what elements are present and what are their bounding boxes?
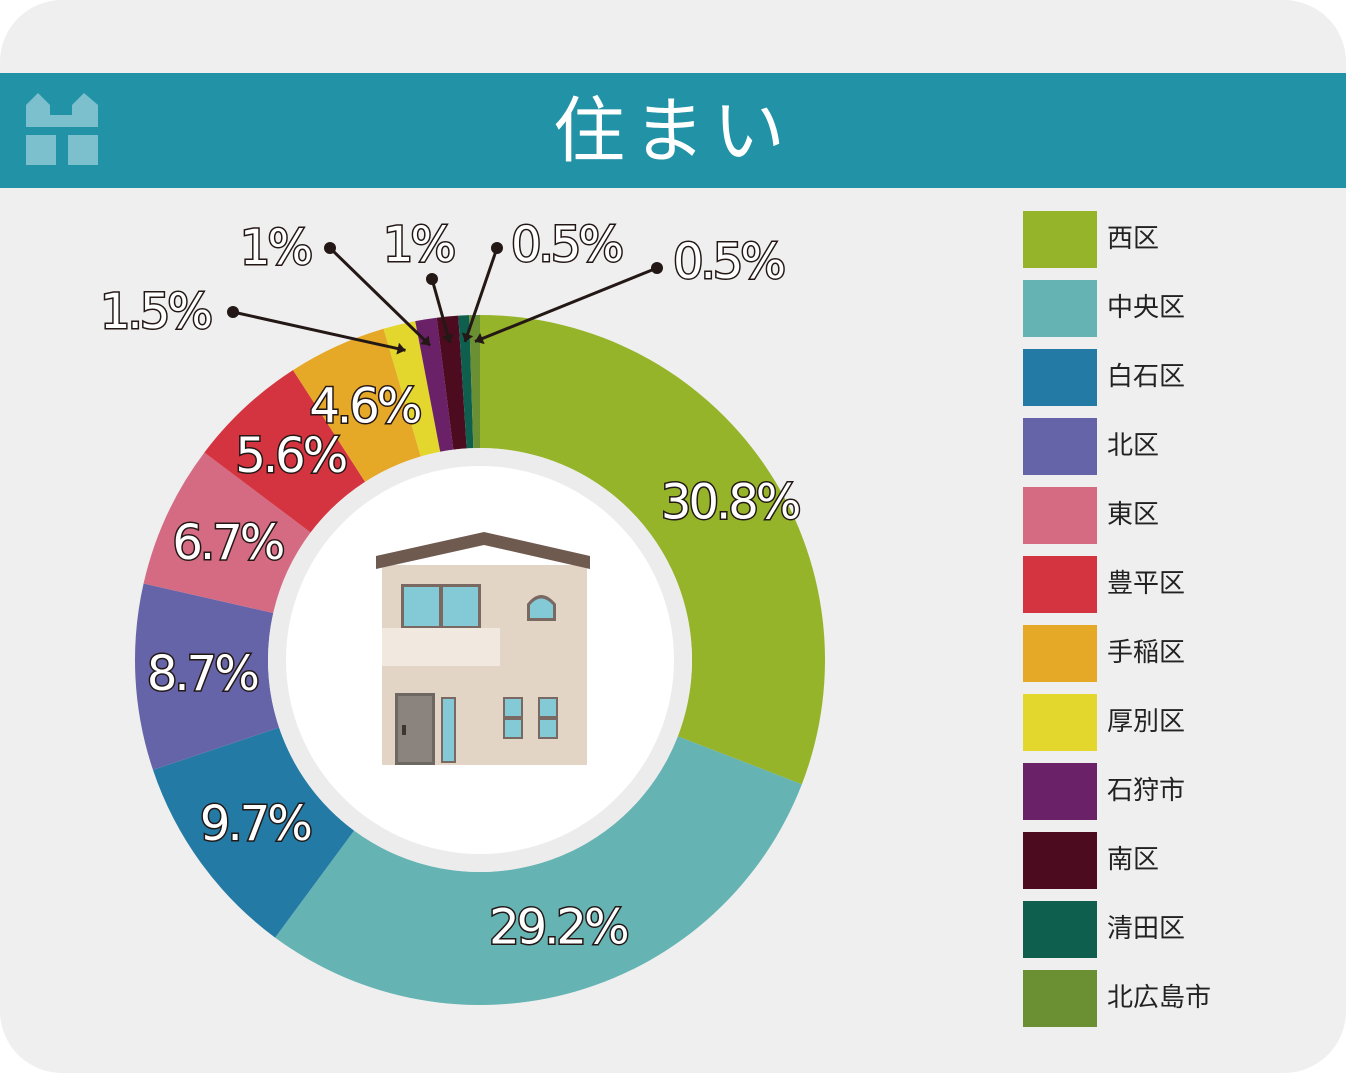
pie-slice-6: [204, 370, 366, 533]
leader-arrow-12: [474, 332, 485, 345]
data-label-2: 29.2%: [489, 899, 627, 955]
leader-line-12: [474, 266, 658, 343]
pie-slice-8: [383, 321, 441, 457]
leader-line-9: [328, 246, 432, 347]
legend-swatch: [1023, 970, 1097, 1027]
legend-swatch: [1023, 763, 1097, 820]
data-label-4: 8.7%: [147, 646, 257, 702]
legend-swatch: [1023, 832, 1097, 889]
leader-dot-12: [651, 262, 663, 274]
pie-slice-5: [143, 452, 311, 614]
leader-line-11: [463, 247, 499, 343]
data-label-5: 6.7%: [172, 515, 282, 571]
header-bar: 住まい: [0, 73, 1346, 188]
pie-slice-11: [458, 315, 474, 449]
pie-slice-3: [152, 727, 355, 938]
pie-slice-4: [135, 583, 280, 770]
leader-dot-8: [227, 306, 239, 318]
leader-line-8: [232, 310, 406, 352]
legend-swatch: [1023, 625, 1097, 682]
data-label-9: 1%: [240, 220, 311, 276]
house-logo-icon: [26, 93, 98, 165]
legend-label: 豊平区: [1107, 569, 1186, 599]
legend-label: 厚別区: [1107, 707, 1186, 737]
pie-slice-7: [292, 328, 421, 482]
pie-slice-12: [469, 315, 480, 449]
data-label-11: 0.5%: [511, 217, 621, 273]
legend-label: 清田区: [1107, 914, 1186, 944]
legend-label: 手稲区: [1107, 638, 1186, 668]
legend-item-2: 中央区: [1023, 280, 1323, 337]
page-title: 住まい: [552, 89, 793, 173]
leader-arrow-11: [461, 332, 474, 342]
legend-label: 中央区: [1107, 293, 1186, 323]
legend-swatch: [1023, 349, 1097, 406]
legend-item-11: 清田区: [1023, 901, 1323, 958]
legend-item-3: 白石区: [1023, 349, 1323, 406]
data-label-6: 5.6%: [235, 428, 345, 484]
data-label-7: 4.6%: [309, 379, 419, 435]
leader-arrow-10: [442, 333, 454, 343]
legend-label: 白石区: [1107, 362, 1186, 392]
legend-swatch: [1023, 901, 1097, 958]
data-label-10: 1%: [383, 217, 454, 273]
legend-item-7: 手稲区: [1023, 625, 1323, 682]
data-label-1: 30.8%: [661, 474, 799, 530]
house-icon: [376, 532, 590, 765]
legend-label: 東区: [1107, 500, 1160, 530]
legend-label: 南区: [1107, 845, 1160, 875]
legend-item-4: 北区: [1023, 418, 1323, 475]
legend-item-8: 厚別区: [1023, 694, 1323, 751]
legend-label: 石狩市: [1107, 776, 1186, 806]
pie-slice-2: [275, 736, 802, 1005]
legend-swatch: [1023, 418, 1097, 475]
legend-label: 北区: [1107, 431, 1160, 461]
legend-item-9: 石狩市: [1023, 763, 1323, 820]
legend-swatch: [1023, 280, 1097, 337]
legend-label: 西区: [1107, 224, 1160, 254]
leader-dot-11: [491, 242, 503, 254]
legend-item-1: 西区: [1023, 211, 1323, 268]
leader-arrow-8: [396, 342, 406, 355]
leader-arrow-9: [420, 335, 431, 346]
leader-dot-10: [426, 273, 438, 285]
pie-slice-1: [480, 315, 826, 785]
legend-item-10: 南区: [1023, 832, 1323, 889]
data-label-3: 9.7%: [200, 796, 310, 852]
legend-swatch: [1023, 487, 1097, 544]
legend-item-5: 東区: [1023, 487, 1323, 544]
pie-slice-9: [415, 317, 454, 452]
leader-line-10: [430, 278, 452, 344]
legend-swatch: [1023, 211, 1097, 268]
legend-item-12: 北広島市: [1023, 970, 1323, 1027]
legend-swatch: [1023, 556, 1097, 613]
data-label-8: 1.5%: [100, 284, 210, 340]
leader-dot-9: [324, 242, 336, 254]
legend-item-6: 豊平区: [1023, 556, 1323, 613]
legend-label: 北広島市: [1107, 983, 1212, 1013]
legend-swatch: [1023, 694, 1097, 751]
data-label-12: 0.5%: [673, 234, 783, 290]
pie-slice-10: [436, 315, 467, 450]
